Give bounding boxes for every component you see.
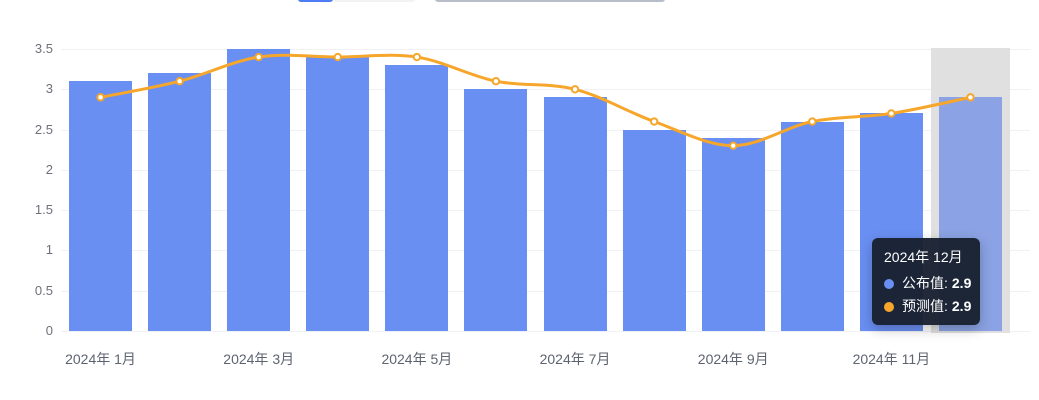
x-axis-tick-label: 2024年 1月 — [65, 351, 136, 367]
line-point-month-5[interactable] — [412, 52, 422, 62]
y-axis-tick-label: 0.5 — [34, 283, 53, 298]
series-color-dot — [884, 278, 894, 289]
bar-month-6[interactable] — [464, 89, 528, 331]
top-tab-active-indicator[interactable] — [298, 0, 333, 2]
bar-month-1[interactable] — [69, 81, 133, 331]
gridline — [61, 331, 1030, 332]
x-axis-tick-label: 2024年 9月 — [697, 351, 769, 367]
x-axis-tick-label: 2024年 3月 — [223, 351, 295, 367]
tooltip-series-value: 2.9 — [951, 298, 972, 314]
bar-month-5[interactable] — [385, 65, 449, 331]
x-axis-tick-label: 2024年 5月 — [381, 351, 453, 367]
bar-month-2[interactable] — [148, 73, 212, 331]
series-color-dot — [884, 301, 894, 312]
tooltip: 2024年 12月 公布值: 2.9 预测值: 2.9 — [872, 238, 980, 325]
y-axis-tick-label: 3 — [45, 81, 53, 96]
tooltip-row-1: 公布值: 2.9 — [884, 275, 972, 292]
bar-month-9[interactable] — [701, 138, 765, 331]
tooltip-series-label: 预测值: — [902, 298, 948, 314]
bar-month-4[interactable] — [306, 57, 370, 331]
bar-month-10[interactable] — [780, 122, 844, 331]
tooltip-series-label: 公布值: — [902, 275, 948, 291]
gridline — [61, 49, 1030, 50]
line-point-month-6[interactable] — [491, 77, 501, 86]
tooltip-series-value: 2.9 — [951, 275, 972, 291]
y-axis-tick-label: 3.5 — [34, 41, 53, 56]
line-point-month-8[interactable] — [649, 117, 659, 126]
top-tab-strip[interactable] — [333, 0, 415, 2]
y-axis-tick-label: 1.5 — [34, 202, 53, 217]
bar-month-3[interactable] — [227, 49, 291, 331]
y-axis-tick-label: 2 — [45, 162, 53, 177]
tooltip-row-2: 预测值: 2.9 — [884, 298, 972, 315]
tooltip-title: 2024年 12月 — [884, 249, 963, 265]
y-axis-tick-label: 0 — [45, 323, 53, 338]
bar-month-8[interactable] — [622, 130, 686, 331]
bar-month-7[interactable] — [543, 97, 607, 331]
y-axis-tick-label: 2.5 — [34, 122, 53, 137]
top-scrollbar-thumb[interactable] — [435, 0, 665, 2]
x-axis-tick-label: 2024年 7月 — [539, 351, 611, 367]
y-axis-tick-label: 1 — [45, 242, 53, 257]
x-axis-tick-label: 2024年 11月 — [852, 351, 931, 367]
